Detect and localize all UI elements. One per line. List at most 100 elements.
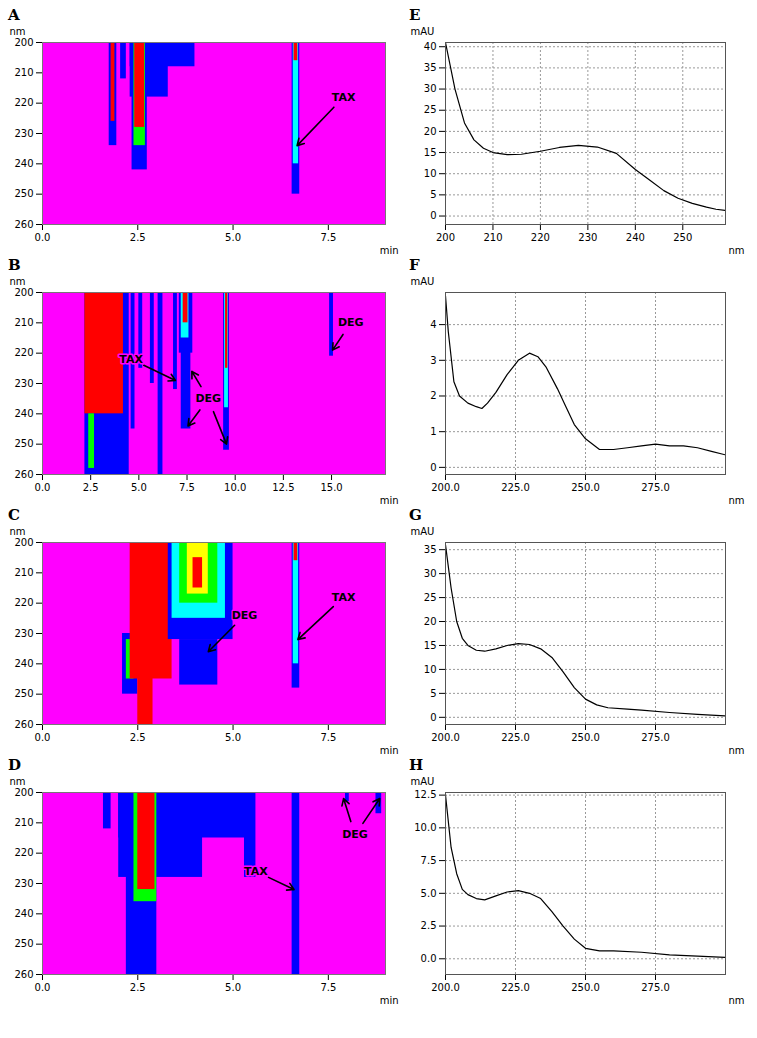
svg-text:220: 220 [14,347,33,358]
svg-text:mAU: mAU [411,526,435,537]
svg-text:260: 260 [14,969,33,980]
svg-text:210: 210 [14,67,33,78]
svg-text:200.0: 200.0 [431,732,460,743]
svg-text:200: 200 [436,232,455,243]
svg-text:200: 200 [14,787,33,798]
svg-text:10: 10 [424,168,437,179]
svg-text:225.0: 225.0 [501,732,530,743]
svg-text:nm: nm [728,745,744,756]
svg-text:2.5: 2.5 [421,920,437,931]
svg-text:240: 240 [626,232,645,243]
svg-text:0: 0 [430,462,436,473]
svg-text:260: 260 [14,719,33,730]
svg-text:7.5: 7.5 [179,482,195,493]
svg-text:7.5: 7.5 [320,732,336,743]
svg-text:260: 260 [14,469,33,480]
svg-text:DEG: DEG [338,316,364,329]
svg-text:200: 200 [14,537,33,548]
svg-text:230: 230 [14,378,33,389]
svg-text:0.0: 0.0 [35,482,51,493]
svg-text:2.5: 2.5 [130,732,146,743]
svg-text:25: 25 [424,592,437,603]
svg-text:225.0: 225.0 [501,482,530,493]
svg-text:mAU: mAU [411,776,435,787]
svg-text:30: 30 [424,568,437,579]
svg-text:210: 210 [483,232,502,243]
svg-text:230: 230 [14,878,33,889]
svg-text:275.0: 275.0 [641,732,670,743]
svg-text:TAX: TAX [119,353,143,366]
svg-text:210: 210 [14,817,33,828]
svg-text:12.5: 12.5 [414,789,436,800]
svg-text:nm: nm [728,495,744,506]
svg-text:200.0: 200.0 [431,982,460,993]
svg-text:5.0: 5.0 [225,982,241,993]
svg-text:nm: nm [10,276,26,287]
svg-text:230: 230 [14,628,33,639]
svg-text:2.5: 2.5 [130,982,146,993]
svg-text:3: 3 [430,355,436,366]
svg-text:min: min [380,495,399,506]
svg-text:250: 250 [14,188,33,199]
svg-text:5: 5 [430,688,436,699]
svg-text:TAX: TAX [332,591,356,604]
svg-text:5.0: 5.0 [421,888,437,899]
svg-text:275.0: 275.0 [641,982,670,993]
svg-text:10.0: 10.0 [414,822,436,833]
svg-text:220: 220 [14,847,33,858]
svg-text:220: 220 [14,97,33,108]
svg-text:15.0: 15.0 [320,482,342,493]
svg-text:5.0: 5.0 [131,482,147,493]
svg-text:nm: nm [10,26,26,37]
svg-text:nm: nm [10,776,26,787]
svg-text:240: 240 [14,658,33,669]
svg-text:nm: nm [728,995,744,1006]
svg-text:230: 230 [14,128,33,139]
svg-text:230: 230 [578,232,597,243]
svg-text:275.0: 275.0 [641,482,670,493]
svg-text:225.0: 225.0 [501,982,530,993]
svg-text:DEG: DEG [195,392,221,405]
svg-text:200: 200 [14,287,33,298]
svg-text:250: 250 [14,438,33,449]
svg-text:0.0: 0.0 [35,232,51,243]
svg-text:12.5: 12.5 [272,482,294,493]
svg-text:20: 20 [424,616,437,627]
svg-text:nm: nm [10,526,26,537]
svg-text:7.5: 7.5 [421,855,437,866]
svg-text:260: 260 [14,219,33,230]
svg-text:250: 250 [14,938,33,949]
svg-text:0: 0 [430,210,436,221]
svg-text:2.5: 2.5 [130,232,146,243]
svg-text:10.0: 10.0 [224,482,246,493]
svg-text:5.0: 5.0 [225,232,241,243]
svg-text:mAU: mAU [411,26,435,37]
svg-text:0.0: 0.0 [35,732,51,743]
svg-text:40: 40 [424,41,437,52]
svg-text:DEG: DEG [342,828,368,841]
svg-text:4: 4 [430,319,436,330]
svg-text:35: 35 [424,544,437,555]
svg-text:nm: nm [728,245,744,256]
svg-text:210: 210 [14,317,33,328]
svg-text:0.0: 0.0 [35,982,51,993]
svg-text:min: min [380,995,399,1006]
svg-text:200.0: 200.0 [431,482,460,493]
svg-text:240: 240 [14,908,33,919]
svg-text:5.0: 5.0 [225,732,241,743]
svg-text:35: 35 [424,62,437,73]
svg-text:min: min [380,745,399,756]
svg-text:200: 200 [14,37,33,48]
svg-text:min: min [380,245,399,256]
svg-text:220: 220 [531,232,550,243]
svg-text:0: 0 [430,712,436,723]
svg-text:20: 20 [424,126,437,137]
svg-text:250.0: 250.0 [571,732,600,743]
svg-text:0.0: 0.0 [421,953,437,964]
svg-text:240: 240 [14,158,33,169]
svg-text:2: 2 [430,390,436,401]
svg-text:250: 250 [14,688,33,699]
svg-text:10: 10 [424,664,437,675]
svg-text:250.0: 250.0 [571,482,600,493]
svg-text:7.5: 7.5 [320,232,336,243]
